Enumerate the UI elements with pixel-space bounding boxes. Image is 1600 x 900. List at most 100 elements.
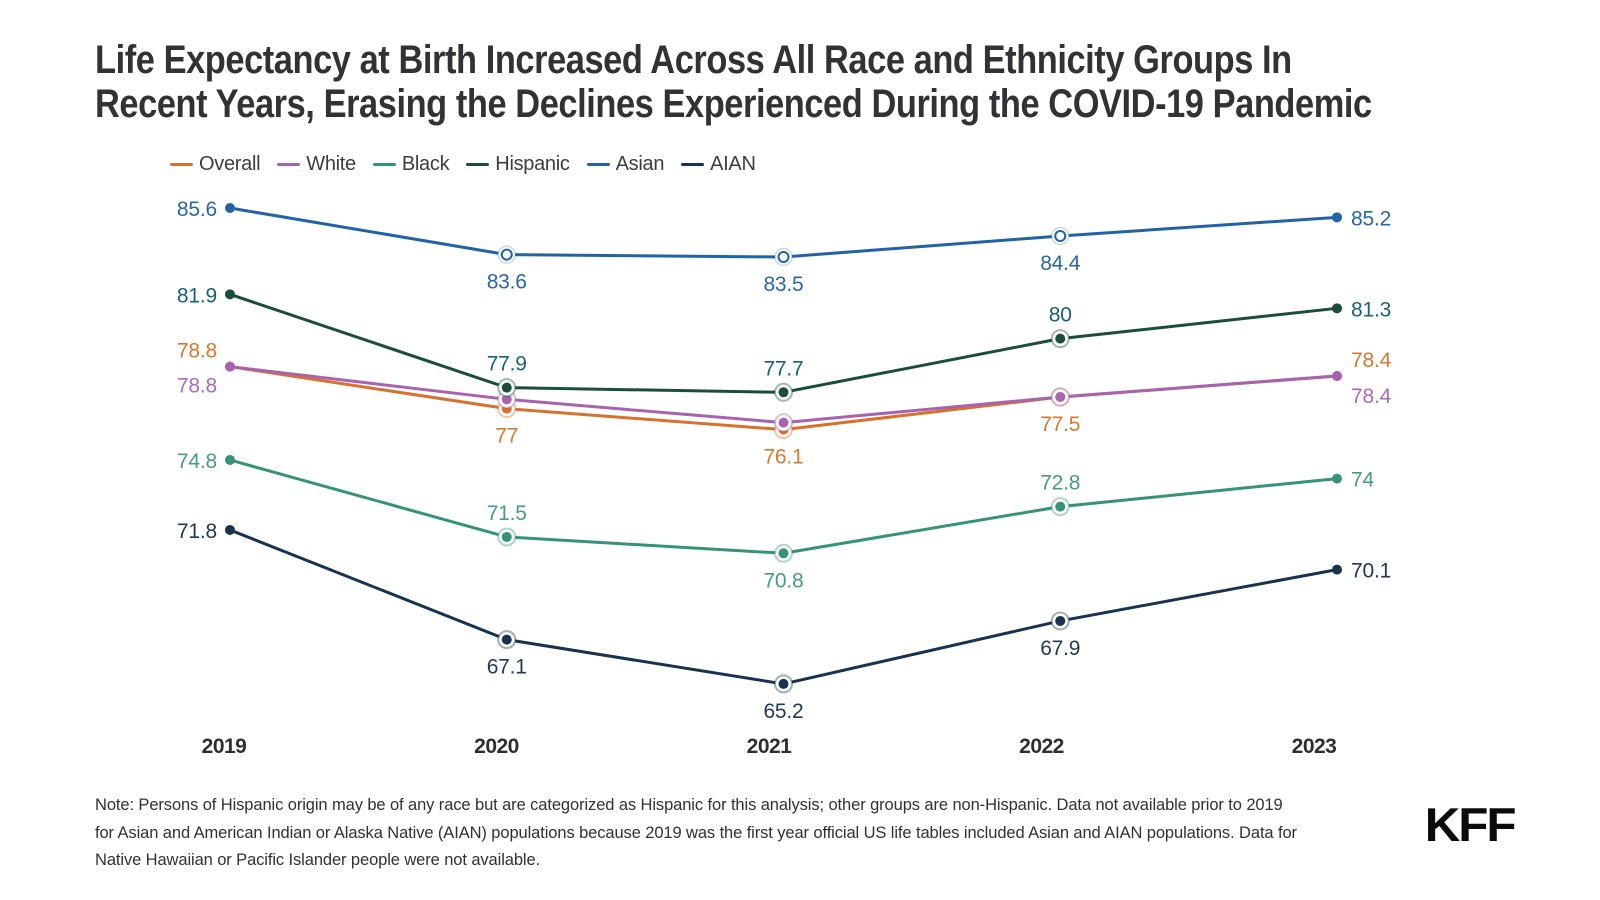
data-label-black-2022: 72.8 <box>1040 472 1080 495</box>
marker-dot <box>225 361 235 372</box>
data-point-aian-2023[interactable] <box>1332 564 1342 575</box>
legend-item-asian[interactable]: Asian <box>586 153 665 176</box>
chart-legend: Overall White Black Hispanic Asian AIAN <box>170 153 756 176</box>
data-label-aian-2019: 71.8 <box>177 520 217 543</box>
data-label-overall-2020: 77 <box>495 425 518 448</box>
data-point-white-2022[interactable] <box>1050 387 1070 407</box>
data-label-asian-2020: 83.6 <box>487 271 527 294</box>
data-point-white-2019[interactable] <box>225 361 235 372</box>
chart-title-line-1: Life Expectancy at Birth Increased Acros… <box>95 38 1292 82</box>
legend-label: Hispanic <box>495 153 570 175</box>
x-axis-label-2020: 2020 <box>474 735 519 758</box>
data-point-asian-2021[interactable] <box>774 247 793 267</box>
data-label-hispanic-2023: 81.3 <box>1351 298 1391 321</box>
data-point-hispanic-2021[interactable] <box>774 382 793 402</box>
data-label-hispanic-2019: 81.9 <box>177 284 217 307</box>
marker-dot <box>778 548 789 559</box>
marker-dot <box>501 634 512 645</box>
data-label-asian-2023: 85.2 <box>1351 207 1391 230</box>
legend-label: AIAN <box>710 153 756 175</box>
marker-dot <box>1055 333 1066 344</box>
marker-dot <box>225 524 235 535</box>
data-point-aian-2022[interactable] <box>1050 611 1070 631</box>
legend-dash-icon <box>466 162 490 167</box>
data-label-overall-2023: 78.4 <box>1351 349 1392 372</box>
legend-label: Overall <box>199 153 261 175</box>
data-point-asian-2020[interactable] <box>497 245 516 264</box>
data-point-asian-2023[interactable] <box>1332 212 1342 223</box>
data-point-asian-2019[interactable] <box>225 203 235 213</box>
marker-dot <box>1055 501 1066 512</box>
data-label-overall-2021: 76.1 <box>763 446 803 469</box>
marker-dot <box>225 289 235 300</box>
legend-label: Asian <box>615 153 665 175</box>
data-point-black-2021[interactable] <box>774 543 793 563</box>
data-label-asian-2022: 84.4 <box>1040 252 1081 275</box>
data-label-white-2023: 78.4 <box>1351 385 1392 408</box>
data-label-overall-2022: 77.5 <box>1040 413 1080 436</box>
marker-dot <box>501 394 512 405</box>
legend-item-hispanic[interactable]: Hispanic <box>466 153 570 176</box>
data-label-aian-2022: 67.9 <box>1040 637 1080 660</box>
legend-dash-icon <box>372 162 396 167</box>
data-label-hispanic-2021: 77.7 <box>763 357 803 380</box>
legend-item-aian[interactable]: AIAN <box>681 153 756 176</box>
data-label-black-2023: 74 <box>1351 469 1374 492</box>
data-point-black-2020[interactable] <box>497 527 517 547</box>
x-axis-label-2021: 2021 <box>747 735 793 758</box>
data-point-hispanic-2020[interactable] <box>497 378 517 398</box>
data-label-aian-2021: 65.2 <box>763 700 803 723</box>
data-label-overall-2019: 78.8 <box>177 340 217 363</box>
chart-title: Life Expectancy at Birth Increased Acros… <box>95 38 1471 126</box>
marker-dot <box>1332 473 1342 484</box>
marker-dot <box>225 454 235 465</box>
marker-dot <box>1055 391 1066 402</box>
note-line-1: Note: Persons of Hispanic origin may be … <box>95 796 1283 814</box>
x-axis-label-2022: 2022 <box>1019 735 1064 758</box>
note-line-2: for Asian and American Indian or Alaska … <box>95 823 1297 842</box>
legend-dash-icon <box>170 162 193 167</box>
data-point-hispanic-2022[interactable] <box>1050 329 1070 349</box>
data-point-aian-2021[interactable] <box>774 674 793 694</box>
marker-dot <box>501 531 512 542</box>
data-point-white-2023[interactable] <box>1332 370 1342 381</box>
data-label-hispanic-2020: 77.9 <box>487 353 527 376</box>
data-label-asian-2021: 83.5 <box>763 273 803 296</box>
marker-open-dot <box>1054 229 1067 242</box>
chart-note: Note: Persons of Hispanic origin may be … <box>95 792 1297 875</box>
data-point-white-2020[interactable] <box>497 389 517 409</box>
marker-dot <box>1055 615 1066 626</box>
data-label-black-2021: 70.8 <box>763 569 803 592</box>
data-label-aian-2023: 70.1 <box>1351 560 1391 583</box>
data-point-black-2019[interactable] <box>225 454 235 465</box>
legend-dash-icon <box>681 162 705 167</box>
legend-label: White <box>306 153 356 175</box>
data-point-aian-2020[interactable] <box>497 630 517 650</box>
data-point-hispanic-2019[interactable] <box>225 289 235 300</box>
note-line-3: Native Hawaiian or Pacific Islander peop… <box>95 851 541 869</box>
marker-dot <box>1332 564 1342 575</box>
legend-dash-icon <box>586 162 610 167</box>
marker-dot <box>778 678 789 689</box>
data-point-white-2021[interactable] <box>774 413 793 433</box>
data-label-black-2020: 71.5 <box>487 502 527 525</box>
legend-item-black[interactable]: Black <box>372 153 450 176</box>
marker-open-dot <box>777 250 790 263</box>
marker-dot <box>1332 212 1342 223</box>
legend-item-white[interactable]: White <box>277 153 356 176</box>
series-line-black <box>229 458 1338 555</box>
x-axis-label-2023: 2023 <box>1292 735 1337 758</box>
marker-open-dot <box>500 248 513 261</box>
data-point-black-2022[interactable] <box>1050 497 1070 517</box>
data-point-asian-2022[interactable] <box>1051 226 1070 246</box>
data-point-black-2023[interactable] <box>1332 473 1342 484</box>
data-label-asian-2019: 85.6 <box>177 198 217 221</box>
data-label-aian-2020: 67.1 <box>487 656 527 679</box>
data-point-aian-2019[interactable] <box>225 524 235 535</box>
kff-logo: KFF <box>1424 798 1516 851</box>
data-point-hispanic-2023[interactable] <box>1332 303 1342 314</box>
data-label-white-2019: 78.8 <box>177 375 217 398</box>
legend-item-overall[interactable]: Overall <box>170 153 261 176</box>
